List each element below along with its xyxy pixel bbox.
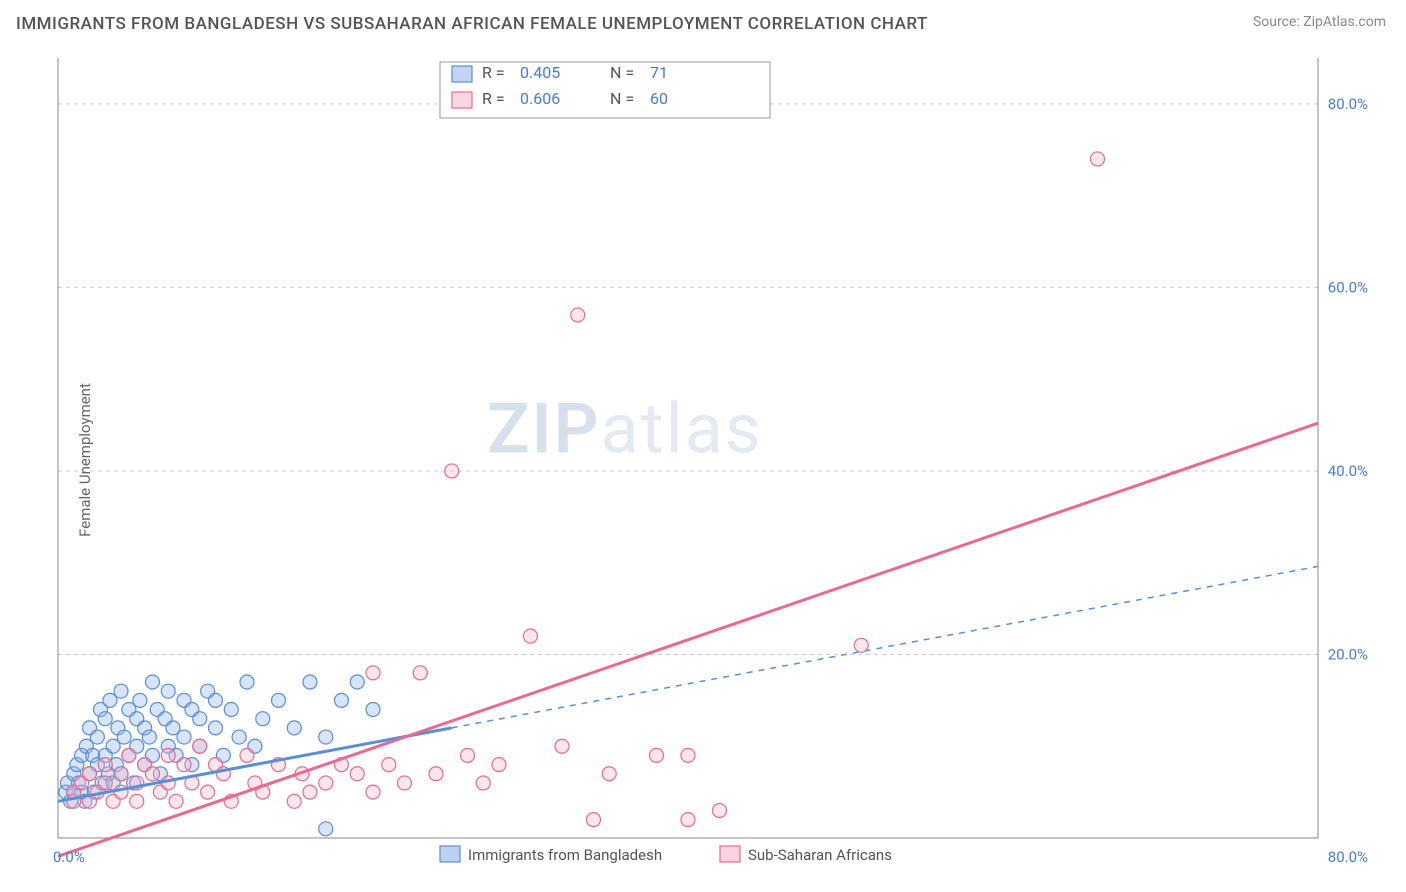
data-point	[602, 767, 616, 781]
source-attribution: Source: ZipAtlas.com	[1253, 14, 1386, 30]
legend-r-value: 0.405	[520, 63, 560, 82]
watermark: ZIPatlas	[487, 389, 763, 471]
data-point	[445, 464, 459, 478]
legend-series-name: Immigrants from Bangladesh	[468, 846, 662, 864]
source-label: Source:	[1253, 14, 1300, 30]
data-point	[272, 693, 286, 707]
y-tick-label: 40.0%	[1328, 462, 1368, 480]
data-point	[555, 739, 569, 753]
data-point	[366, 703, 380, 717]
legend-n-value: 60	[650, 89, 668, 108]
legend-swatch	[720, 846, 740, 862]
data-point	[681, 748, 695, 762]
data-point	[303, 785, 317, 799]
data-point	[461, 748, 475, 762]
data-point	[1091, 152, 1105, 166]
data-point	[193, 712, 207, 726]
data-point	[114, 767, 128, 781]
data-point	[83, 767, 97, 781]
y-tick-label: 80.0%	[1328, 95, 1368, 113]
data-point	[209, 693, 223, 707]
data-point	[713, 803, 727, 817]
legend-n-value: 71	[650, 63, 668, 82]
chart-title: IMMIGRANTS FROM BANGLADESH VS SUBSAHARAN…	[16, 14, 928, 34]
data-point	[429, 767, 443, 781]
data-point	[90, 730, 104, 744]
data-point	[98, 712, 112, 726]
data-point	[587, 813, 601, 827]
data-point	[650, 748, 664, 762]
data-point	[287, 794, 301, 808]
correlation-scatter-chart: ZIPatlas 20.0% 40.0% 60.0% 80.0% 0.0% 80.0% R =…	[0, 40, 1406, 880]
data-point	[117, 730, 131, 744]
data-point	[193, 739, 207, 753]
legend-swatch	[452, 66, 472, 82]
x-tick-label: 80.0%	[1328, 848, 1368, 866]
trend-line	[58, 423, 1318, 856]
legend-r-value: 0.606	[520, 89, 560, 108]
data-point	[287, 721, 301, 735]
legend-series-name: Sub-Saharan Africans	[748, 846, 892, 864]
data-point	[161, 748, 175, 762]
data-point	[240, 748, 254, 762]
data-point	[319, 730, 333, 744]
x-tick-label: 0.0%	[53, 848, 85, 866]
data-point	[319, 776, 333, 790]
data-point	[130, 794, 144, 808]
data-point	[146, 767, 160, 781]
data-point	[571, 308, 585, 322]
y-tick-label: 20.0%	[1328, 645, 1368, 663]
chart-container: Female Unemployment ZIPatlas 20.0% 40.0% 60…	[0, 40, 1406, 880]
data-point	[350, 767, 364, 781]
data-point	[382, 758, 396, 772]
data-point	[201, 785, 215, 799]
data-point	[142, 730, 156, 744]
trend-line-extrapolated	[452, 566, 1318, 728]
data-point	[681, 813, 695, 827]
legend-n-label: N =	[610, 89, 634, 108]
data-point	[350, 675, 364, 689]
data-point	[114, 684, 128, 698]
data-point	[319, 822, 333, 836]
data-point	[232, 730, 246, 744]
data-point	[335, 693, 349, 707]
data-point	[177, 758, 191, 772]
source-link[interactable]: ZipAtlas.com	[1303, 14, 1386, 30]
data-point	[98, 776, 112, 790]
legend-swatch	[452, 92, 472, 108]
data-point	[177, 730, 191, 744]
data-point	[303, 675, 317, 689]
y-tick-label: 60.0%	[1328, 278, 1368, 296]
y-axis-label: Female Unemployment	[76, 383, 94, 537]
data-point	[492, 758, 506, 772]
data-point	[240, 675, 254, 689]
data-point	[133, 693, 147, 707]
legend-r-label: R =	[482, 89, 505, 108]
legend-n-label: N =	[610, 63, 634, 82]
data-point	[398, 776, 412, 790]
data-point	[122, 748, 136, 762]
data-point	[209, 721, 223, 735]
data-point	[256, 712, 270, 726]
data-point	[169, 794, 183, 808]
data-point	[366, 785, 380, 799]
data-point	[146, 675, 160, 689]
legend-r-label: R =	[482, 63, 505, 82]
data-point	[98, 758, 112, 772]
data-point	[161, 684, 175, 698]
data-point	[413, 666, 427, 680]
data-point	[524, 629, 538, 643]
data-point	[476, 776, 490, 790]
data-point	[366, 666, 380, 680]
data-point	[224, 703, 238, 717]
legend-swatch	[440, 846, 460, 862]
